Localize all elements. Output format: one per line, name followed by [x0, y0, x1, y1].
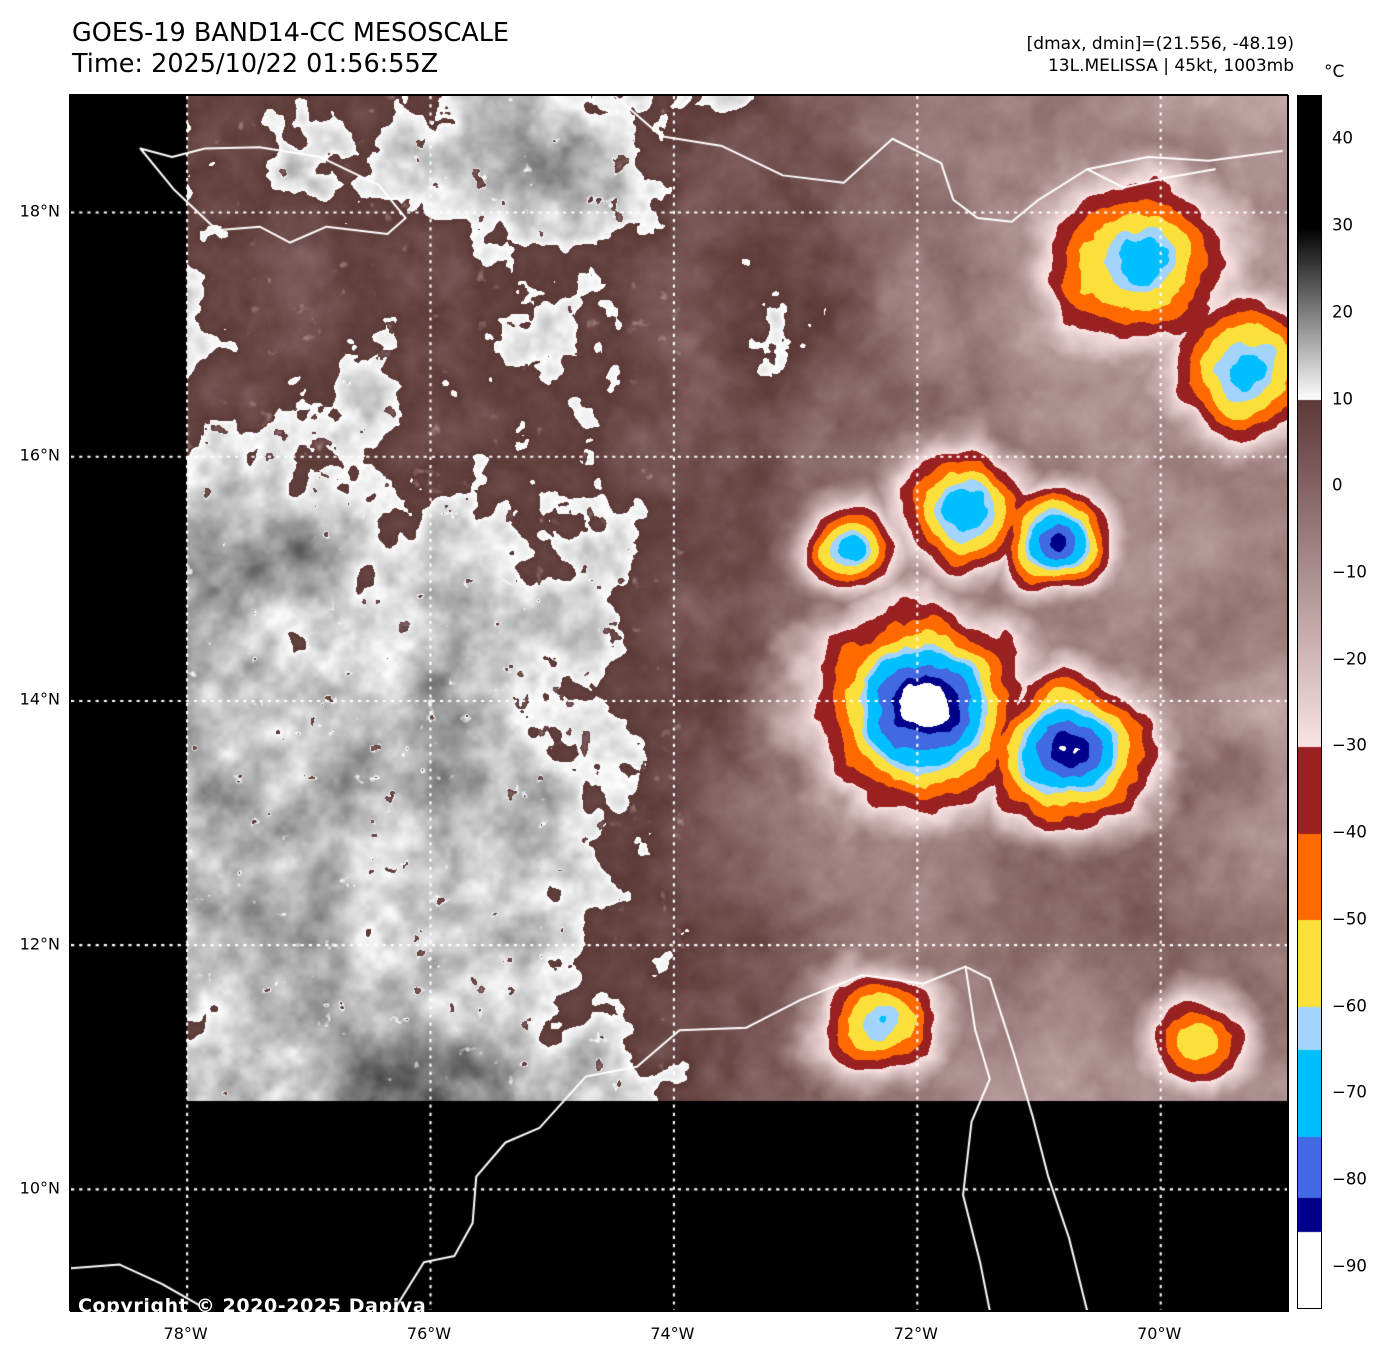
x-tick-3: 72°W [893, 1324, 938, 1343]
x-tick-4: 70°W [1137, 1324, 1182, 1343]
timestamp-label: Time: 2025/10/22 01:56:55Z [72, 49, 439, 79]
colorbar-tick-5: −10 [1332, 562, 1367, 582]
colorbar-tick-1: 30 [1332, 215, 1353, 235]
y-tick-2: 14°N [19, 689, 60, 709]
colorbar-tick-4: 0 [1332, 475, 1343, 495]
colorbar-tick-12: −80 [1332, 1169, 1367, 1189]
colorbar[interactable] [1297, 95, 1322, 1309]
page-title: GOES-19 BAND14-CC MESOSCALE [72, 18, 510, 48]
x-tick-1: 76°W [406, 1324, 452, 1343]
y-tick-0: 18°N [19, 201, 60, 221]
satellite-image-plot[interactable] [70, 95, 1289, 1312]
colorbar-tick-13: −90 [1332, 1256, 1367, 1276]
colorbar-tick-2: 20 [1332, 302, 1353, 322]
brightness-temperature-field [71, 96, 1288, 1311]
data-range-label: [dmax, dmin]=(21.556, -48.19) [1026, 34, 1294, 54]
colorbar-gradient [1298, 96, 1321, 1308]
colorbar-tick-11: −70 [1332, 1082, 1367, 1102]
x-tick-2: 74°W [650, 1324, 695, 1343]
y-tick-3: 12°N [19, 934, 60, 954]
storm-info-label: 13L.MELISSA | 45kt, 1003mb [1047, 56, 1294, 76]
colorbar-tick-7: −30 [1332, 735, 1367, 755]
x-tick-0: 78°W [163, 1324, 208, 1343]
y-tick-1: 16°N [19, 445, 60, 465]
colorbar-tick-3: 10 [1332, 389, 1353, 408]
colorbar-tick-10: −60 [1332, 996, 1367, 1015]
colorbar-tick-9: −50 [1332, 909, 1367, 929]
copyright-label: Copyright © 2020-2025 Dapiya [78, 1295, 427, 1317]
colorbar-tick-8: −40 [1332, 822, 1367, 842]
y-tick-4: 10°N [19, 1178, 60, 1198]
colorbar-unit-label: °C [1324, 62, 1345, 82]
colorbar-tick-6: −20 [1332, 649, 1367, 669]
colorbar-tick-0: 40 [1332, 128, 1353, 148]
title-block: GOES-19 BAND14-CC MESOSCALE Time: 2025/1… [72, 18, 772, 80]
metadata-block: [dmax, dmin]=(21.556, -48.19) 13L.MELISS… [1027, 33, 1294, 77]
